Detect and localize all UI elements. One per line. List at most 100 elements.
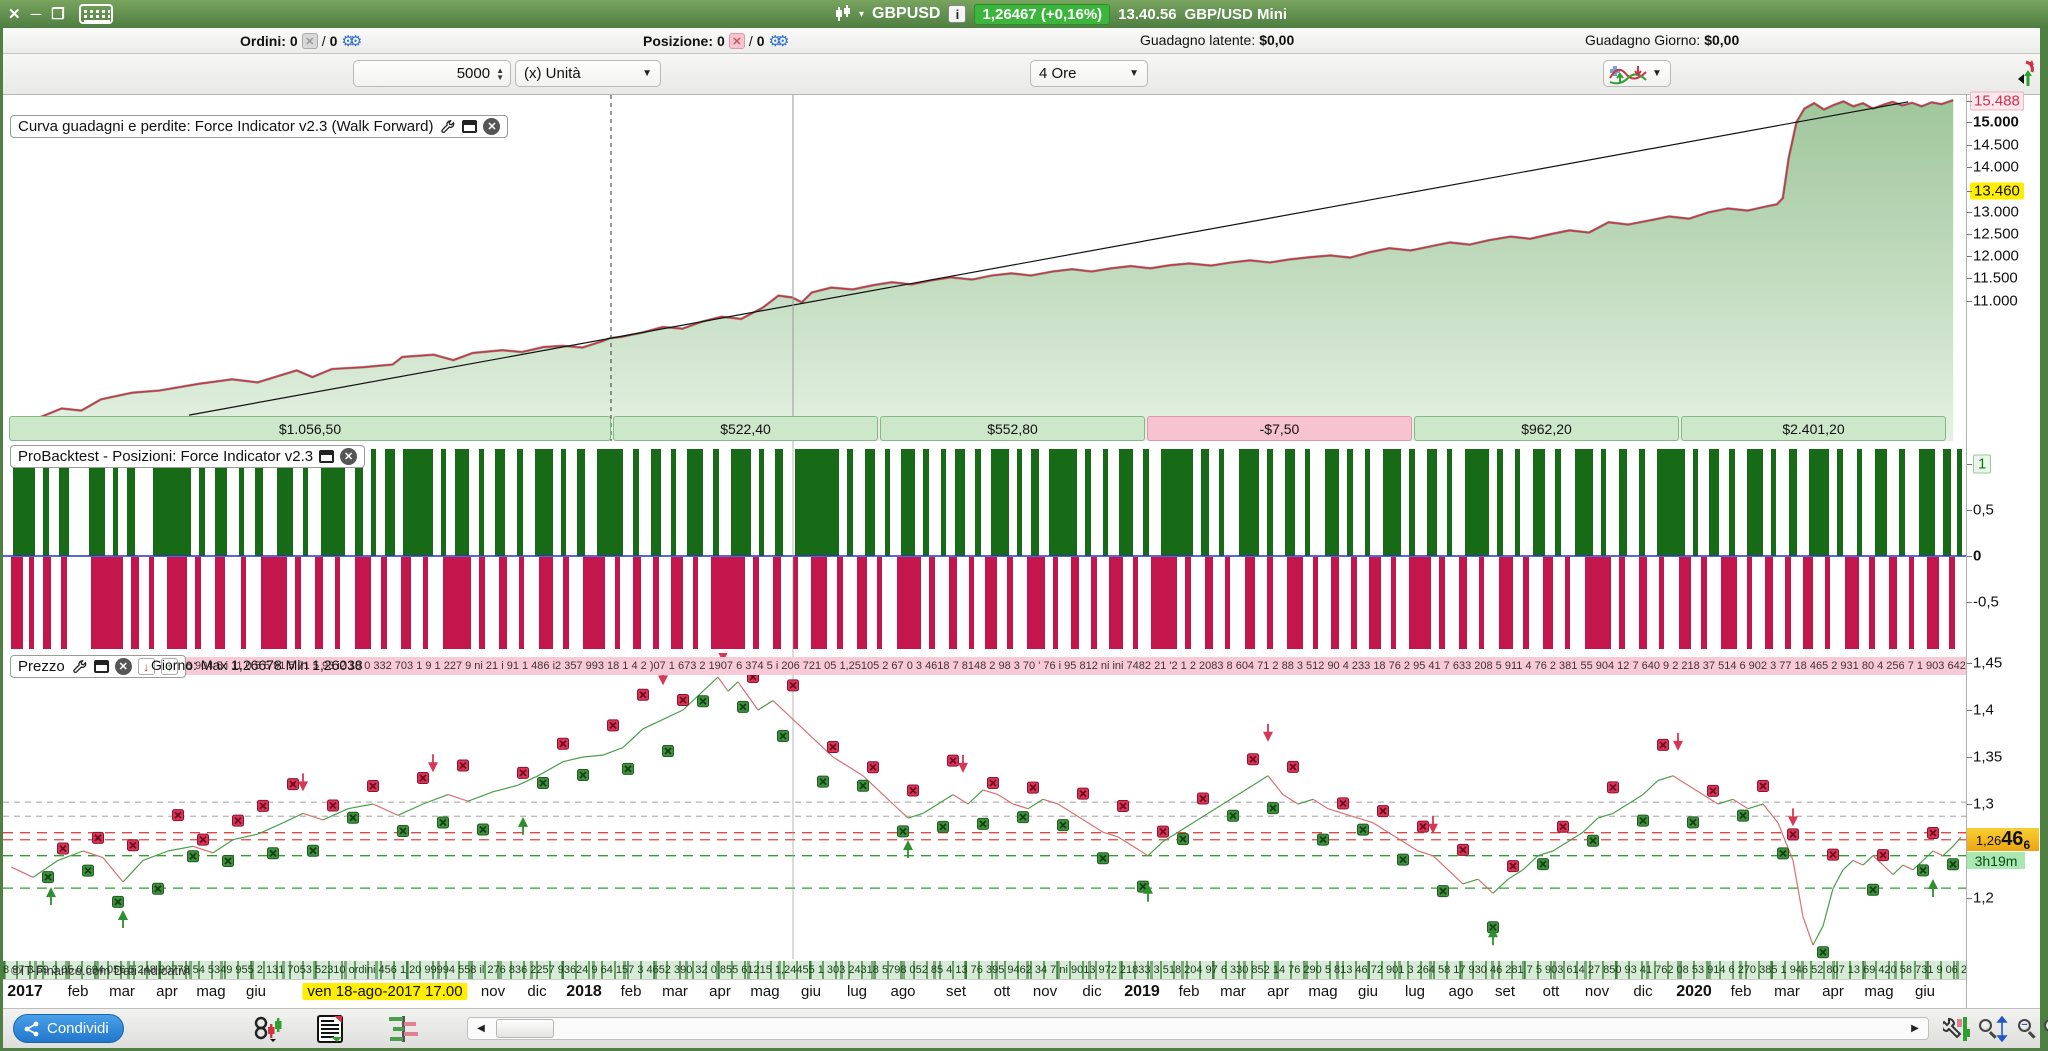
axis-label: 11.500 [1973, 269, 2018, 287]
axis-label: 1 [1973, 454, 1992, 474]
axis-label: 0 [1973, 547, 1982, 565]
timeline-month-label: mag [196, 983, 226, 1000]
axis-tick [1967, 804, 1972, 805]
sell-arrow-icon[interactable]: ↓ [137, 658, 155, 675]
axis-tick [1967, 101, 1972, 102]
close-position-icon[interactable]: ✕ [728, 33, 745, 49]
timeline-months: 2017 feb mar apr mag giu ven 18-ago-2017 17.00… [3, 979, 1966, 1005]
positions-panel-title: ProBacktest - Posizioni: Force Indicator… [10, 445, 366, 468]
panel-collapse-icon[interactable] [2016, 58, 2036, 90]
timeline-month-label: apr [1822, 983, 1844, 1000]
close-window-button[interactable]: ✕ [8, 6, 21, 23]
share-button[interactable]: Condividi [13, 1014, 124, 1043]
maximize-window-button[interactable]: ❒ [51, 6, 65, 23]
timeframe-select[interactable]: 4 Ore ▼ [1030, 60, 1148, 87]
unit-value: (x) Unità [524, 65, 581, 82]
axis-label: 1,3 [1973, 795, 1994, 813]
last-price-sup: 6 [2023, 838, 2031, 852]
candle-countdown-badge: 3h19m [1967, 852, 2025, 869]
keyboard-icon[interactable] [78, 4, 113, 24]
position-label: Posizione: [643, 33, 714, 49]
timeline-month-label: dic [1082, 983, 1102, 1000]
unit-select[interactable]: (x) Unità ▼ [515, 60, 661, 87]
close-panel-icon[interactable]: ✕ [483, 118, 501, 135]
timeline-month-label: dic [1633, 983, 1653, 1000]
detach-window-icon[interactable] [462, 120, 478, 133]
backtest-bars-icon[interactable] [387, 1013, 421, 1044]
horizontal-scrollbar[interactable]: ◀ ▶ [467, 1017, 1929, 1040]
walkforward-segment-value: -$7,50 [1147, 416, 1412, 441]
zoom-fit-icon[interactable] [1977, 1013, 2011, 1044]
scroll-left-icon[interactable]: ◀ [477, 1023, 485, 1034]
scroll-right-icon[interactable]: ▶ [1911, 1023, 1919, 1034]
symbol-name[interactable]: GBPUSD [872, 5, 941, 22]
axis-tick [1967, 234, 1972, 235]
wrench-icon[interactable] [439, 118, 456, 135]
orders-open-count: 0 [289, 33, 298, 49]
axis-label: -0,5 [1973, 593, 1999, 611]
close-panel-icon[interactable]: ✕ [114, 658, 132, 675]
axis-tick [1967, 212, 1972, 213]
timeline-month-label: mag [1308, 983, 1338, 1000]
scrollbar-thumb[interactable] [496, 1019, 554, 1038]
axis-tick [1967, 757, 1972, 758]
copyright-text: ©IT-Finance.com Dati indicativi [11, 963, 191, 978]
symbol-dropdown-icon[interactable]: ▾ [859, 8, 865, 20]
axis-label: 0,5 [1973, 501, 1994, 519]
plot-area[interactable]: Curva guadagni e perdite: Force Indicato… [3, 95, 1966, 1009]
axis-tick [1967, 191, 1972, 192]
wrench-icon[interactable] [71, 658, 88, 675]
link-charts-icon[interactable] [251, 1013, 285, 1044]
latent-gain-value: $0,00 [1259, 32, 1295, 48]
detach-window-icon[interactable] [93, 660, 109, 673]
axis-label: 11.000 [1973, 292, 2018, 310]
axis-tick [1967, 898, 1972, 899]
axis-label: 1,45 [1973, 654, 2003, 672]
zoom-in-icon[interactable]: + [2039, 1013, 2048, 1044]
orders-separator: / [321, 33, 326, 49]
axis-tick [1967, 167, 1972, 168]
timeline-month-label: mag [750, 983, 780, 1000]
equity-curve-chart [33, 95, 1954, 441]
chart-area: Curva guadagni e perdite: Force Indicato… [3, 91, 2040, 1009]
quote-badge: 1,26467 (+0,16%) [974, 3, 1111, 25]
orders-label: Ordini: [240, 33, 286, 49]
minimize-window-button[interactable]: ─ [30, 5, 42, 23]
news-note-icon[interactable] [313, 1013, 347, 1044]
axis-label: 14.500 [1973, 136, 2019, 154]
timeline-month-label: ago [890, 983, 916, 1000]
timeline-month-label: feb [620, 983, 642, 1000]
orders-settings-icon[interactable]: ⚙⚙ [341, 33, 362, 50]
quantity-input[interactable]: 5000 ▲ ▼ [353, 60, 511, 87]
candlestick-icon [835, 5, 851, 23]
quantity-stepper[interactable]: ▲ ▼ [496, 65, 504, 82]
zoom-out-icon[interactable]: − [2011, 1013, 2045, 1044]
price-panel-title-text: Prezzo [18, 658, 65, 675]
close-panel-icon[interactable]: ✕ [340, 448, 358, 465]
detach-window-icon[interactable] [319, 450, 335, 463]
timeline-month-label: feb [67, 983, 89, 1000]
cancel-orders-icon[interactable]: ✕ [301, 33, 318, 49]
last-price-small: 1,26 [1975, 833, 2002, 848]
timeline-month-label: 2020 [1676, 983, 1712, 1000]
axis-tick [1967, 464, 1972, 465]
last-price-big: 46 [2001, 828, 2024, 850]
walkforward-segments: $1.056,50 $522,40 $552,80 -$7,50 $962,20 $2.4… [3, 416, 1966, 441]
timeline-month-label: set [1494, 983, 1516, 1000]
cursor-date-highlight: ven 18-ago-2017 17.00 [302, 983, 468, 1000]
buy-arrow-icon[interactable]: ↑ [160, 658, 178, 675]
quantity-value[interactable]: 5000 [456, 65, 491, 82]
position-settings-icon[interactable]: ⚙⚙ [768, 33, 790, 50]
axis-tick [1967, 602, 1972, 603]
last-price-badge: 1,26 46 6 [1967, 828, 2039, 851]
equity-panel-title-text: Curva guadagni e perdite: Force Indicato… [18, 118, 434, 135]
axis-label: 15.488 [1970, 91, 2024, 111]
timeline-month-label: 2017 [7, 983, 43, 1000]
positions-panel-title-text: ProBacktest - Posizioni: Force Indicator… [18, 448, 314, 465]
axis-tick [1967, 510, 1972, 511]
timeline-month-label: apr [156, 983, 178, 1000]
chart-settings-icon[interactable] [1941, 1013, 1975, 1044]
chart-type-button[interactable]: ▼ [1603, 60, 1671, 87]
info-icon[interactable]: i [948, 5, 967, 23]
day-gain-value: $0,00 [1704, 32, 1740, 48]
